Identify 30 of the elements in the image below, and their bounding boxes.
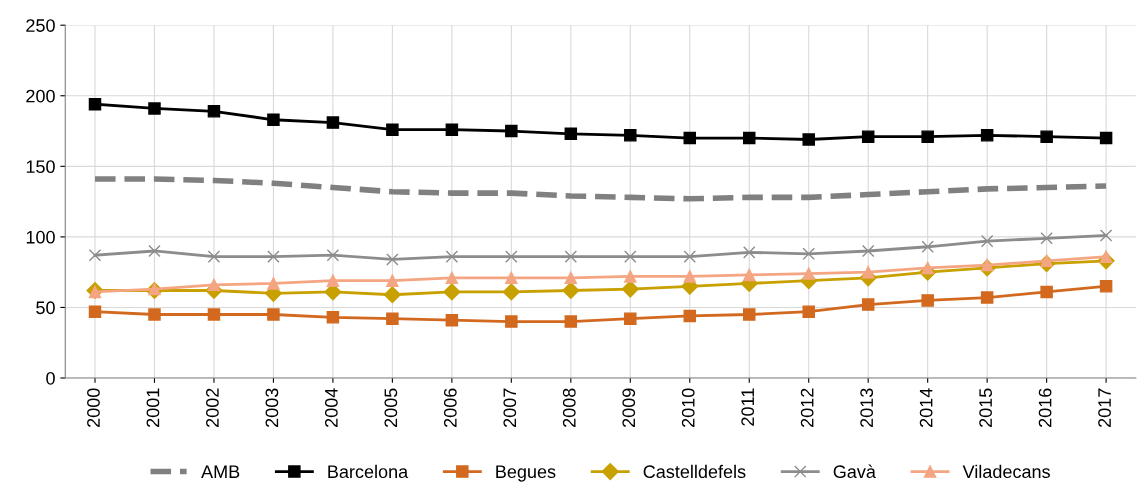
y-tick-label: 200 — [26, 89, 55, 103]
x-tick-label: 2008 — [562, 388, 576, 427]
x-tick-label: 2016 — [1038, 388, 1052, 427]
y-tick-label: 0 — [46, 371, 55, 385]
y-tick-label: 250 — [26, 19, 55, 32]
x-tick-label: 2015 — [979, 388, 992, 427]
legend-label: Begues — [496, 465, 556, 482]
x-tick-label: 2010 — [681, 388, 695, 427]
x-tick-label: 2006 — [443, 388, 457, 427]
legend-label: Viladecans — [962, 464, 1050, 479]
legend-label: Barcelona — [328, 464, 409, 479]
x-tick-label: 2012 — [800, 388, 814, 427]
x-tick-label: 2001 — [146, 388, 160, 427]
x-tick-label: 2000 — [87, 388, 100, 427]
x-tick-label: 2014 — [919, 388, 933, 427]
x-tick-label: 2004 — [324, 388, 338, 427]
y-tick-label: 100 — [26, 230, 55, 244]
x-tick-label: 2002 — [206, 388, 219, 427]
x-tick-label: 2009 — [622, 388, 636, 427]
x-tick-label: 2011 — [741, 388, 755, 426]
x-tick-label: 2005 — [384, 388, 398, 427]
legend-label: Castelldefels — [643, 464, 746, 479]
x-tick-label: 2017 — [1098, 388, 1111, 427]
x-tick-label: 2003 — [265, 388, 279, 427]
x-tick-label: 2007 — [503, 388, 517, 427]
legend-label: Gavà — [833, 464, 876, 479]
y-tick-label: 50 — [36, 301, 55, 315]
y-tick-label: 150 — [26, 160, 55, 174]
x-tick-label: 2013 — [860, 388, 874, 427]
legend-label: AMB — [201, 465, 240, 478]
